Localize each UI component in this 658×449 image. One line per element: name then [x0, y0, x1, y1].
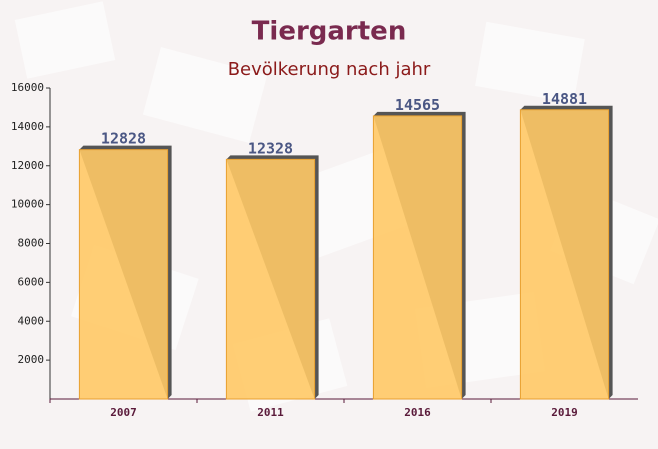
y-tick-label: 10000 [11, 198, 44, 211]
x-tick-label: 2019 [551, 406, 578, 419]
y-tick-label: 14000 [11, 120, 44, 133]
value-label: 12828 [101, 130, 146, 148]
value-label: 14881 [542, 90, 587, 108]
y-tick-label: 2000 [18, 353, 45, 366]
value-label: 12328 [248, 139, 293, 157]
y-tick-label: 4000 [18, 314, 45, 327]
bar [519, 109, 610, 400]
y-tick-label: 8000 [18, 237, 45, 250]
chart-subtitle: Bevölkerung nach jahr [228, 59, 431, 80]
bar [78, 149, 169, 400]
bar [225, 158, 316, 400]
value-label: 14565 [395, 96, 440, 114]
chart-title: Tiergarten [252, 17, 407, 47]
bar [372, 115, 463, 400]
x-tick-label: 2016 [404, 406, 431, 419]
y-tick-label: 12000 [11, 159, 44, 172]
x-tick-label: 2007 [110, 406, 137, 419]
y-tick-label: 6000 [18, 275, 45, 288]
y-tick-label: 16000 [11, 81, 44, 94]
x-tick-label: 2011 [257, 406, 284, 419]
